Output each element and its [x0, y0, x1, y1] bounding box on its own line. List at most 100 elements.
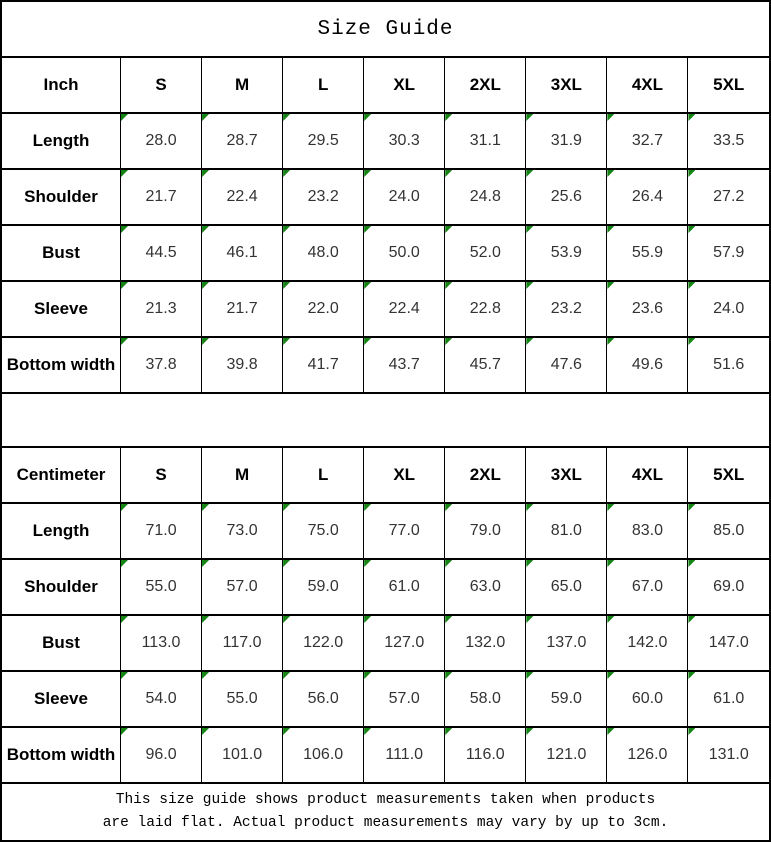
unit-header-cell: Centimeter [1, 447, 121, 504]
table-gap [2, 392, 769, 448]
value-cell: 24.0 [687, 280, 770, 338]
value-cell: 47.6 [525, 336, 608, 393]
value-cell: 58.0 [444, 670, 527, 728]
value-cell: 106.0 [282, 726, 365, 783]
size-header-cell: 4XL [606, 57, 689, 114]
value-cell: 33.5 [687, 112, 770, 170]
value-cell: 85.0 [687, 502, 770, 560]
value-text: 101.0 [222, 746, 263, 763]
measurement-label-cell: Shoulder [1, 558, 121, 616]
value-text: 30.3 [388, 132, 420, 149]
value-text: 59.0 [307, 578, 339, 595]
size-header-cell: 4XL [606, 447, 689, 504]
cell-flag-icon [283, 729, 291, 735]
cell-flag-icon [688, 283, 696, 289]
value-cell: 63.0 [444, 558, 527, 616]
value-text: 63.0 [469, 578, 501, 595]
value-cell: 24.0 [363, 168, 446, 226]
value-cell: 116.0 [444, 726, 527, 783]
value-text: 22.4 [388, 300, 420, 317]
table-row: Bust 44.5 46.1 48.0 50.0 52.0 53.9 55.9 57.9 [1, 224, 770, 282]
value-text: 29.5 [307, 132, 339, 149]
value-cell: 57.0 [201, 558, 284, 616]
cell-flag-icon [688, 505, 696, 511]
value-text: 57.9 [713, 244, 745, 261]
value-text: 46.1 [226, 244, 258, 261]
measurement-label-cell: Bottom width [1, 336, 121, 393]
cell-flag-icon [688, 227, 696, 233]
value-text: 147.0 [708, 634, 749, 651]
value-text: 25.6 [550, 188, 582, 205]
cell-flag-icon [121, 115, 128, 121]
value-cell: 60.0 [606, 670, 689, 728]
table-row: Length 28.0 28.7 29.5 30.3 31.1 31.9 32.7 33.5 [1, 112, 770, 170]
value-text: 21.3 [145, 300, 177, 317]
value-text: 53.9 [550, 244, 582, 261]
table-row: Shoulder 55.0 57.0 59.0 61.0 63.0 65.0 67.0 69.0 [1, 558, 770, 616]
value-text: 127.0 [384, 634, 425, 651]
value-cell: 27.2 [687, 168, 770, 226]
value-cell: 69.0 [687, 558, 770, 616]
cell-flag-icon [364, 171, 372, 177]
cell-flag-icon [283, 283, 291, 289]
value-text: 142.0 [627, 634, 668, 651]
value-text: 39.8 [226, 356, 258, 373]
value-cell: 22.0 [282, 280, 365, 338]
cell-flag-icon [607, 673, 615, 679]
value-cell: 131.0 [687, 726, 770, 783]
cell-flag-icon [688, 115, 696, 121]
value-text: 55.0 [226, 690, 258, 707]
cell-flag-icon [445, 115, 453, 121]
cell-flag-icon [364, 729, 372, 735]
value-text: 75.0 [307, 522, 339, 539]
table-row: Bottom width 96.0 101.0 106.0 111.0 116.0 121.… [1, 726, 770, 783]
size-header-cell: 2XL [444, 57, 527, 114]
measurement-label-cell: Shoulder [1, 168, 121, 226]
cell-flag-icon [526, 227, 534, 233]
value-text: 117.0 [222, 634, 262, 651]
value-text: 57.0 [226, 578, 258, 595]
value-cell: 83.0 [606, 502, 689, 560]
cell-flag-icon [121, 505, 128, 511]
cell-flag-icon [526, 115, 534, 121]
value-text: 24.0 [713, 300, 745, 317]
value-text: 55.9 [631, 244, 663, 261]
cell-flag-icon [202, 729, 210, 735]
measurement-label-cell: Sleeve [1, 280, 121, 338]
cell-flag-icon [445, 561, 453, 567]
cell-flag-icon [283, 505, 291, 511]
value-text: 23.2 [307, 188, 339, 205]
value-cell: 23.6 [606, 280, 689, 338]
value-text: 67.0 [631, 578, 663, 595]
cell-flag-icon [607, 339, 615, 345]
value-cell: 117.0 [201, 614, 284, 672]
value-cell: 48.0 [282, 224, 365, 282]
value-text: 113.0 [141, 634, 181, 651]
value-cell: 55.0 [119, 558, 203, 616]
value-text: 69.0 [713, 578, 745, 595]
measurement-label-cell: Bottom width [1, 726, 121, 783]
value-cell: 126.0 [606, 726, 689, 783]
footer-note-line-1: This size guide shows product measuremen… [115, 791, 656, 808]
value-cell: 121.0 [525, 726, 608, 783]
value-cell: 122.0 [282, 614, 365, 672]
value-cell: 61.0 [363, 558, 446, 616]
value-cell: 22.8 [444, 280, 527, 338]
cell-flag-icon [445, 339, 453, 345]
size-header-cell: 2XL [444, 447, 527, 504]
value-cell: 28.0 [119, 112, 203, 170]
value-text: 43.7 [388, 356, 420, 373]
size-header-cell: 3XL [525, 57, 608, 114]
cell-flag-icon [121, 339, 128, 345]
value-text: 52.0 [469, 244, 501, 261]
cell-flag-icon [607, 115, 615, 121]
value-text: 121.0 [546, 746, 587, 763]
cell-flag-icon [121, 673, 128, 679]
size-header-cell: XL [363, 447, 446, 504]
value-text: 126.0 [627, 746, 668, 763]
cell-flag-icon [526, 561, 534, 567]
cell-flag-icon [283, 673, 291, 679]
value-cell: 23.2 [282, 168, 365, 226]
value-text: 61.0 [388, 578, 420, 595]
value-cell: 31.9 [525, 112, 608, 170]
